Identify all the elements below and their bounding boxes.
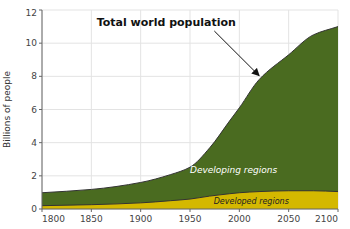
x-tick <box>140 209 141 212</box>
y-tick-label: 6 <box>31 105 37 115</box>
y-tick-label: 0 <box>31 204 37 214</box>
annotation: Developing regions <box>190 165 277 175</box>
y-tick-label: 8 <box>31 71 37 81</box>
y-tick-label: 12 <box>26 8 37 18</box>
x-tick-label: 1850 <box>80 214 103 224</box>
grid <box>42 10 338 209</box>
x-tick <box>239 209 240 212</box>
chart-container: 1800 1850 1900 1950 2000 2050 2100 0 2 4 6 8 10 12 Bil… <box>0 0 350 229</box>
y-axis-label: Billions of people <box>2 71 12 148</box>
series-area <box>42 27 338 209</box>
grid-line-x <box>140 10 141 209</box>
x-tick-label: 1800 <box>42 214 65 224</box>
chart: 1800 1850 1900 1950 2000 2050 2100 0 2 4 6 8 10 12 Bil… <box>0 0 350 229</box>
y-tick <box>39 142 42 143</box>
y-tick <box>39 209 42 210</box>
x-tick-label: 2050 <box>277 214 300 224</box>
annotation: Developed regions <box>214 197 289 206</box>
series-area <box>42 191 338 209</box>
y-tick-label: 4 <box>31 138 37 148</box>
x-tick <box>91 209 92 212</box>
x-tick <box>190 209 191 212</box>
y-tick <box>39 76 42 77</box>
x-tick-label: 1900 <box>129 214 152 224</box>
series-line <box>42 191 338 206</box>
grid-line-x <box>91 10 92 209</box>
x-tick <box>288 209 289 212</box>
x-tick <box>338 209 339 212</box>
x-tick-label: 2100 <box>315 214 338 224</box>
axes: 1800 1850 1900 1950 2000 2050 2100 0 2 4 6 8 10 12 <box>26 8 339 224</box>
y-tick-label: 10 <box>26 38 38 48</box>
title-arrow <box>214 31 259 76</box>
y-tick <box>39 43 42 44</box>
y-tick-label: 2 <box>31 171 37 181</box>
y-tick <box>39 109 42 110</box>
y-tick <box>39 10 42 11</box>
series-line <box>42 27 338 193</box>
title: Total world population <box>97 16 236 29</box>
y-tick <box>39 175 42 176</box>
x-tick-label: 1950 <box>179 214 202 224</box>
plot-area <box>42 27 338 209</box>
x-tick-label: 2000 <box>228 214 251 224</box>
